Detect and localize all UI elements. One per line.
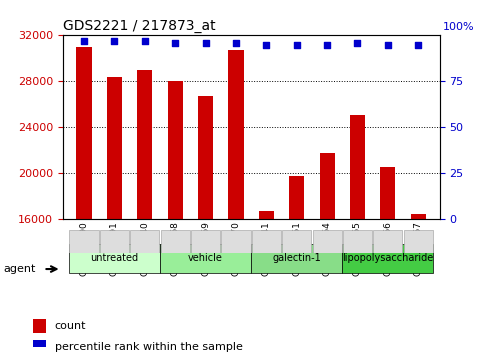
Bar: [198, 96, 213, 219]
Bar: [33, 340, 46, 354]
Point: [293, 42, 300, 47]
Bar: [259, 211, 274, 219]
Point: [414, 42, 422, 47]
Bar: [76, 47, 92, 219]
FancyBboxPatch shape: [191, 230, 220, 253]
Bar: [137, 70, 153, 219]
Text: vehicle: vehicle: [188, 253, 223, 263]
Point: [111, 38, 118, 44]
Bar: [107, 77, 122, 219]
Text: count: count: [55, 321, 86, 331]
Text: galectin-1: galectin-1: [272, 253, 321, 263]
Text: 100%: 100%: [443, 22, 475, 32]
Bar: [320, 153, 335, 219]
Bar: [411, 214, 426, 219]
FancyBboxPatch shape: [282, 230, 312, 253]
FancyBboxPatch shape: [69, 244, 160, 273]
FancyBboxPatch shape: [342, 244, 433, 273]
Bar: [33, 319, 46, 333]
FancyBboxPatch shape: [221, 230, 251, 253]
Point: [202, 40, 210, 46]
Bar: [380, 166, 396, 219]
Text: agent: agent: [4, 264, 36, 274]
FancyBboxPatch shape: [130, 230, 159, 253]
FancyBboxPatch shape: [252, 230, 281, 253]
Bar: [228, 50, 243, 219]
Text: percentile rank within the sample: percentile rank within the sample: [55, 342, 242, 352]
Bar: [350, 115, 365, 219]
Text: untreated: untreated: [90, 253, 139, 263]
FancyBboxPatch shape: [100, 230, 129, 253]
FancyBboxPatch shape: [160, 244, 251, 273]
Point: [384, 42, 392, 47]
FancyBboxPatch shape: [161, 230, 190, 253]
Point: [323, 42, 331, 47]
Text: lipopolysaccharide: lipopolysaccharide: [342, 253, 434, 263]
FancyBboxPatch shape: [313, 230, 341, 253]
Bar: [168, 81, 183, 219]
Point: [171, 40, 179, 46]
Point: [262, 42, 270, 47]
Point: [354, 40, 361, 46]
FancyBboxPatch shape: [404, 230, 433, 253]
FancyBboxPatch shape: [70, 230, 99, 253]
Bar: [289, 176, 304, 219]
Text: GDS2221 / 217873_at: GDS2221 / 217873_at: [63, 19, 215, 33]
FancyBboxPatch shape: [373, 230, 402, 253]
FancyBboxPatch shape: [251, 244, 342, 273]
FancyBboxPatch shape: [343, 230, 372, 253]
Point: [141, 38, 149, 44]
Point: [232, 40, 240, 46]
Point: [80, 38, 88, 44]
